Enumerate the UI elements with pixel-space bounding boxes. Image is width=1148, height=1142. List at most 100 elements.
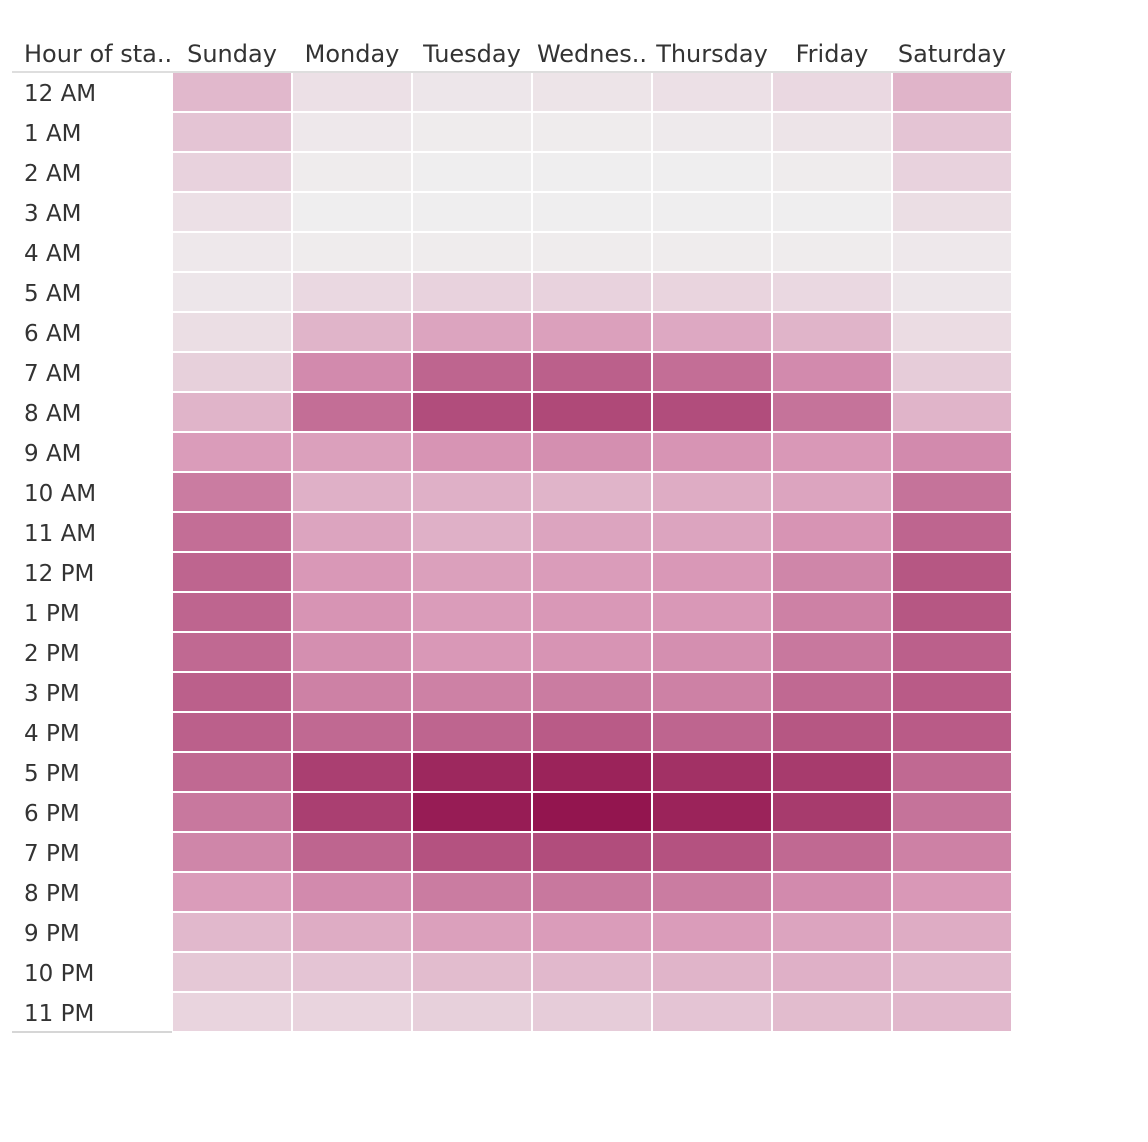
heatmap-cell [293, 553, 411, 591]
heatmap-cell [413, 793, 531, 831]
heatmap-cell [293, 513, 411, 551]
heatmap-cell [653, 393, 771, 431]
heatmap-cell [653, 793, 771, 831]
heatmap-cell [653, 513, 771, 551]
heatmap-cell [293, 713, 411, 751]
row-label: 9 PM [24, 921, 80, 947]
heatmap-cell [293, 753, 411, 791]
row-label: 10 AM [24, 481, 96, 507]
heatmap-cell [533, 953, 651, 991]
heatmap-cell [653, 153, 771, 191]
heatmap-cell [773, 513, 891, 551]
heatmap-cell [173, 393, 291, 431]
heatmap-cell [293, 833, 411, 871]
heatmap-cell [173, 833, 291, 871]
heatmap-cell [293, 113, 411, 151]
column-header: Monday [305, 40, 400, 68]
heatmap-cell [773, 473, 891, 511]
heatmap-cell [293, 473, 411, 511]
heatmap-cell [773, 593, 891, 631]
row-label: 1 PM [24, 601, 80, 627]
heatmap-cell [893, 873, 1011, 911]
heatmap-cell [893, 73, 1011, 111]
heatmap-cell [173, 753, 291, 791]
heatmap-cell [773, 673, 891, 711]
heatmap-cell [533, 713, 651, 751]
row-label: 4 PM [24, 721, 80, 747]
heatmap-cell [533, 353, 651, 391]
heatmap-cell [893, 753, 1011, 791]
row-label: 10 PM [24, 961, 94, 987]
heatmap-cell [413, 513, 531, 551]
heatmap-cell [893, 193, 1011, 231]
heatmap-cell [773, 953, 891, 991]
heatmap-cell [893, 153, 1011, 191]
heatmap-cell [533, 233, 651, 271]
heatmap-cell [293, 273, 411, 311]
heatmap-cell [413, 193, 531, 231]
heatmap-cell [173, 233, 291, 271]
heatmap-cell [173, 553, 291, 591]
heatmap-cell [653, 713, 771, 751]
heatmap-cell [653, 273, 771, 311]
heatmap-cell [173, 113, 291, 151]
heatmap-cell [893, 433, 1011, 471]
heatmap-cell [773, 73, 891, 111]
column-header: Saturday [898, 40, 1006, 68]
heatmap-cell [653, 353, 771, 391]
heatmap-cell [893, 473, 1011, 511]
heatmap-cell [533, 473, 651, 511]
heatmap-cell [653, 313, 771, 351]
heatmap-cell [893, 633, 1011, 671]
heatmap-cell [893, 553, 1011, 591]
heatmap-cell [773, 433, 891, 471]
heatmap-cell [413, 393, 531, 431]
heatmap-cell [293, 313, 411, 351]
heatmap-cell [893, 313, 1011, 351]
heatmap-cell [533, 633, 651, 671]
heatmap-cell [413, 673, 531, 711]
heatmap-cell [173, 873, 291, 911]
row-label: 4 AM [24, 241, 82, 267]
heatmap-cell [533, 193, 651, 231]
heatmap-cell [533, 593, 651, 631]
heatmap-cell [893, 273, 1011, 311]
heatmap-cell [533, 313, 651, 351]
heatmap-cell [173, 193, 291, 231]
heatmap-cell [173, 793, 291, 831]
heatmap-cell [653, 473, 771, 511]
heatmap-cell [413, 873, 531, 911]
heatmap-cell [773, 113, 891, 151]
row-label: 2 AM [24, 161, 82, 187]
heatmap-cell [653, 73, 771, 111]
heatmap-cell [893, 393, 1011, 431]
heatmap-cell [653, 993, 771, 1031]
heatmap-cell [893, 593, 1011, 631]
heatmap-cell [293, 993, 411, 1031]
heatmap-cell [773, 233, 891, 271]
heatmap-cell [293, 793, 411, 831]
heatmap-cell [173, 73, 291, 111]
heatmap-cell [893, 833, 1011, 871]
heatmap-cell [173, 153, 291, 191]
heatmap-cell [173, 953, 291, 991]
heatmap-cell [293, 153, 411, 191]
heatmap-cell [893, 953, 1011, 991]
heatmap-cell [653, 753, 771, 791]
heatmap-cell [173, 473, 291, 511]
row-label: 9 AM [24, 441, 82, 467]
heatmap-cell [413, 73, 531, 111]
heatmap-cell [293, 73, 411, 111]
heatmap-cell [773, 833, 891, 871]
row-label: 3 PM [24, 681, 80, 707]
heatmap-cell [293, 953, 411, 991]
heatmap-cell [533, 153, 651, 191]
column-header: Sunday [187, 40, 277, 68]
row-label: 11 AM [24, 521, 96, 547]
row-label: 11 PM [24, 1001, 94, 1027]
heatmap-cell [653, 233, 771, 271]
heatmap-cell [653, 113, 771, 151]
row-label: 5 PM [24, 761, 80, 787]
heatmap-cell [293, 353, 411, 391]
heatmap-cell [413, 753, 531, 791]
